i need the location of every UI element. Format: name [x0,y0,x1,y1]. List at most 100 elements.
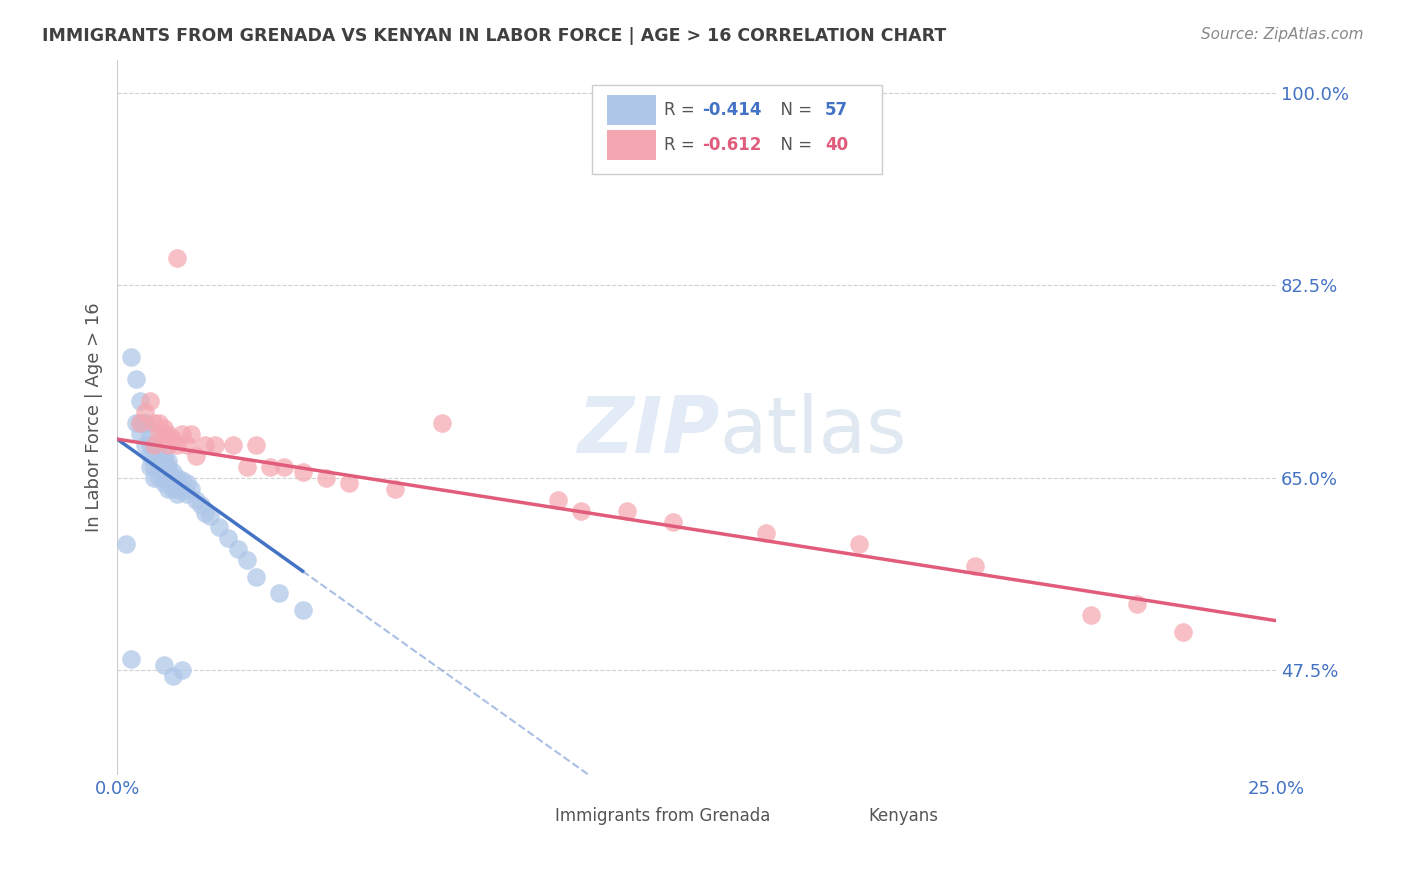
Point [143,443,166,458]
Point [138,449,160,463]
Point [273,459,295,474]
Point [848,536,870,550]
Point [172,483,194,498]
Point [291,602,314,616]
Point [217,531,239,545]
Point [1173,624,1195,639]
Point [291,465,314,479]
Point [166,437,188,451]
Point [125,416,148,430]
Point [269,586,291,600]
Point [194,506,217,520]
Point [157,459,180,474]
Text: 40: 40 [825,136,848,153]
Text: Immigrants from Grenada: Immigrants from Grenada [555,807,770,825]
Point [198,509,221,524]
Text: N =: N = [769,102,817,120]
Point [138,393,160,408]
Point [172,426,194,441]
Point [1080,608,1102,623]
Point [222,437,245,451]
Point [190,498,212,512]
Point [166,487,188,501]
Point [176,487,198,501]
Point [166,476,188,491]
Point [152,421,174,435]
Text: N =: N = [769,136,817,153]
Point [143,437,166,451]
Point [162,473,184,487]
Point [430,416,453,430]
Point [152,426,174,441]
Point [1126,597,1149,611]
Point [569,503,592,517]
Point [157,454,180,468]
FancyBboxPatch shape [607,95,657,126]
FancyBboxPatch shape [592,85,882,174]
FancyBboxPatch shape [810,805,859,828]
Point [176,476,198,491]
Point [162,668,184,682]
Point [134,416,156,430]
Point [166,470,188,484]
Text: R =: R = [664,136,700,153]
Point [152,454,174,468]
Point [157,437,180,451]
Point [166,251,188,265]
Point [172,663,194,677]
Point [184,449,207,463]
Point [662,515,685,529]
Point [134,416,156,430]
Point [157,426,180,441]
Point [148,416,170,430]
Text: IMMIGRANTS FROM GRENADA VS KENYAN IN LABOR FORCE | AGE > 16 CORRELATION CHART: IMMIGRANTS FROM GRENADA VS KENYAN IN LAB… [42,27,946,45]
Point [134,404,156,418]
Point [162,432,184,446]
Point [176,437,198,451]
Point [129,426,152,441]
Point [236,553,259,567]
Point [963,558,986,573]
Text: Kenyans: Kenyans [868,807,938,825]
Point [245,437,267,451]
Point [138,437,160,451]
Point [138,459,160,474]
Point [152,459,174,474]
Point [120,350,142,364]
Point [180,426,202,441]
FancyBboxPatch shape [498,805,546,828]
Point [162,482,184,496]
Point [226,542,249,557]
Point [138,426,160,441]
Point [162,465,184,479]
Text: Source: ZipAtlas.com: Source: ZipAtlas.com [1201,27,1364,42]
Point [236,459,259,474]
Point [129,393,152,408]
Point [148,454,170,468]
Point [148,426,170,441]
Point [129,416,152,430]
Point [143,470,166,484]
Point [115,536,138,550]
Point [755,525,778,540]
Point [180,482,202,496]
Point [152,476,174,491]
Text: atlas: atlas [720,393,907,469]
Point [194,437,217,451]
Point [152,657,174,672]
Text: ZIP: ZIP [578,393,720,469]
Point [134,437,156,451]
Point [259,459,281,474]
Text: -0.612: -0.612 [703,136,762,153]
Point [148,459,170,474]
Point [172,473,194,487]
Point [143,416,166,430]
Text: 57: 57 [825,102,848,120]
Point [157,482,180,496]
Point [143,449,166,463]
Point [337,476,360,491]
Text: -0.414: -0.414 [703,102,762,120]
Point [148,470,170,484]
Point [208,520,231,534]
Point [547,492,569,507]
